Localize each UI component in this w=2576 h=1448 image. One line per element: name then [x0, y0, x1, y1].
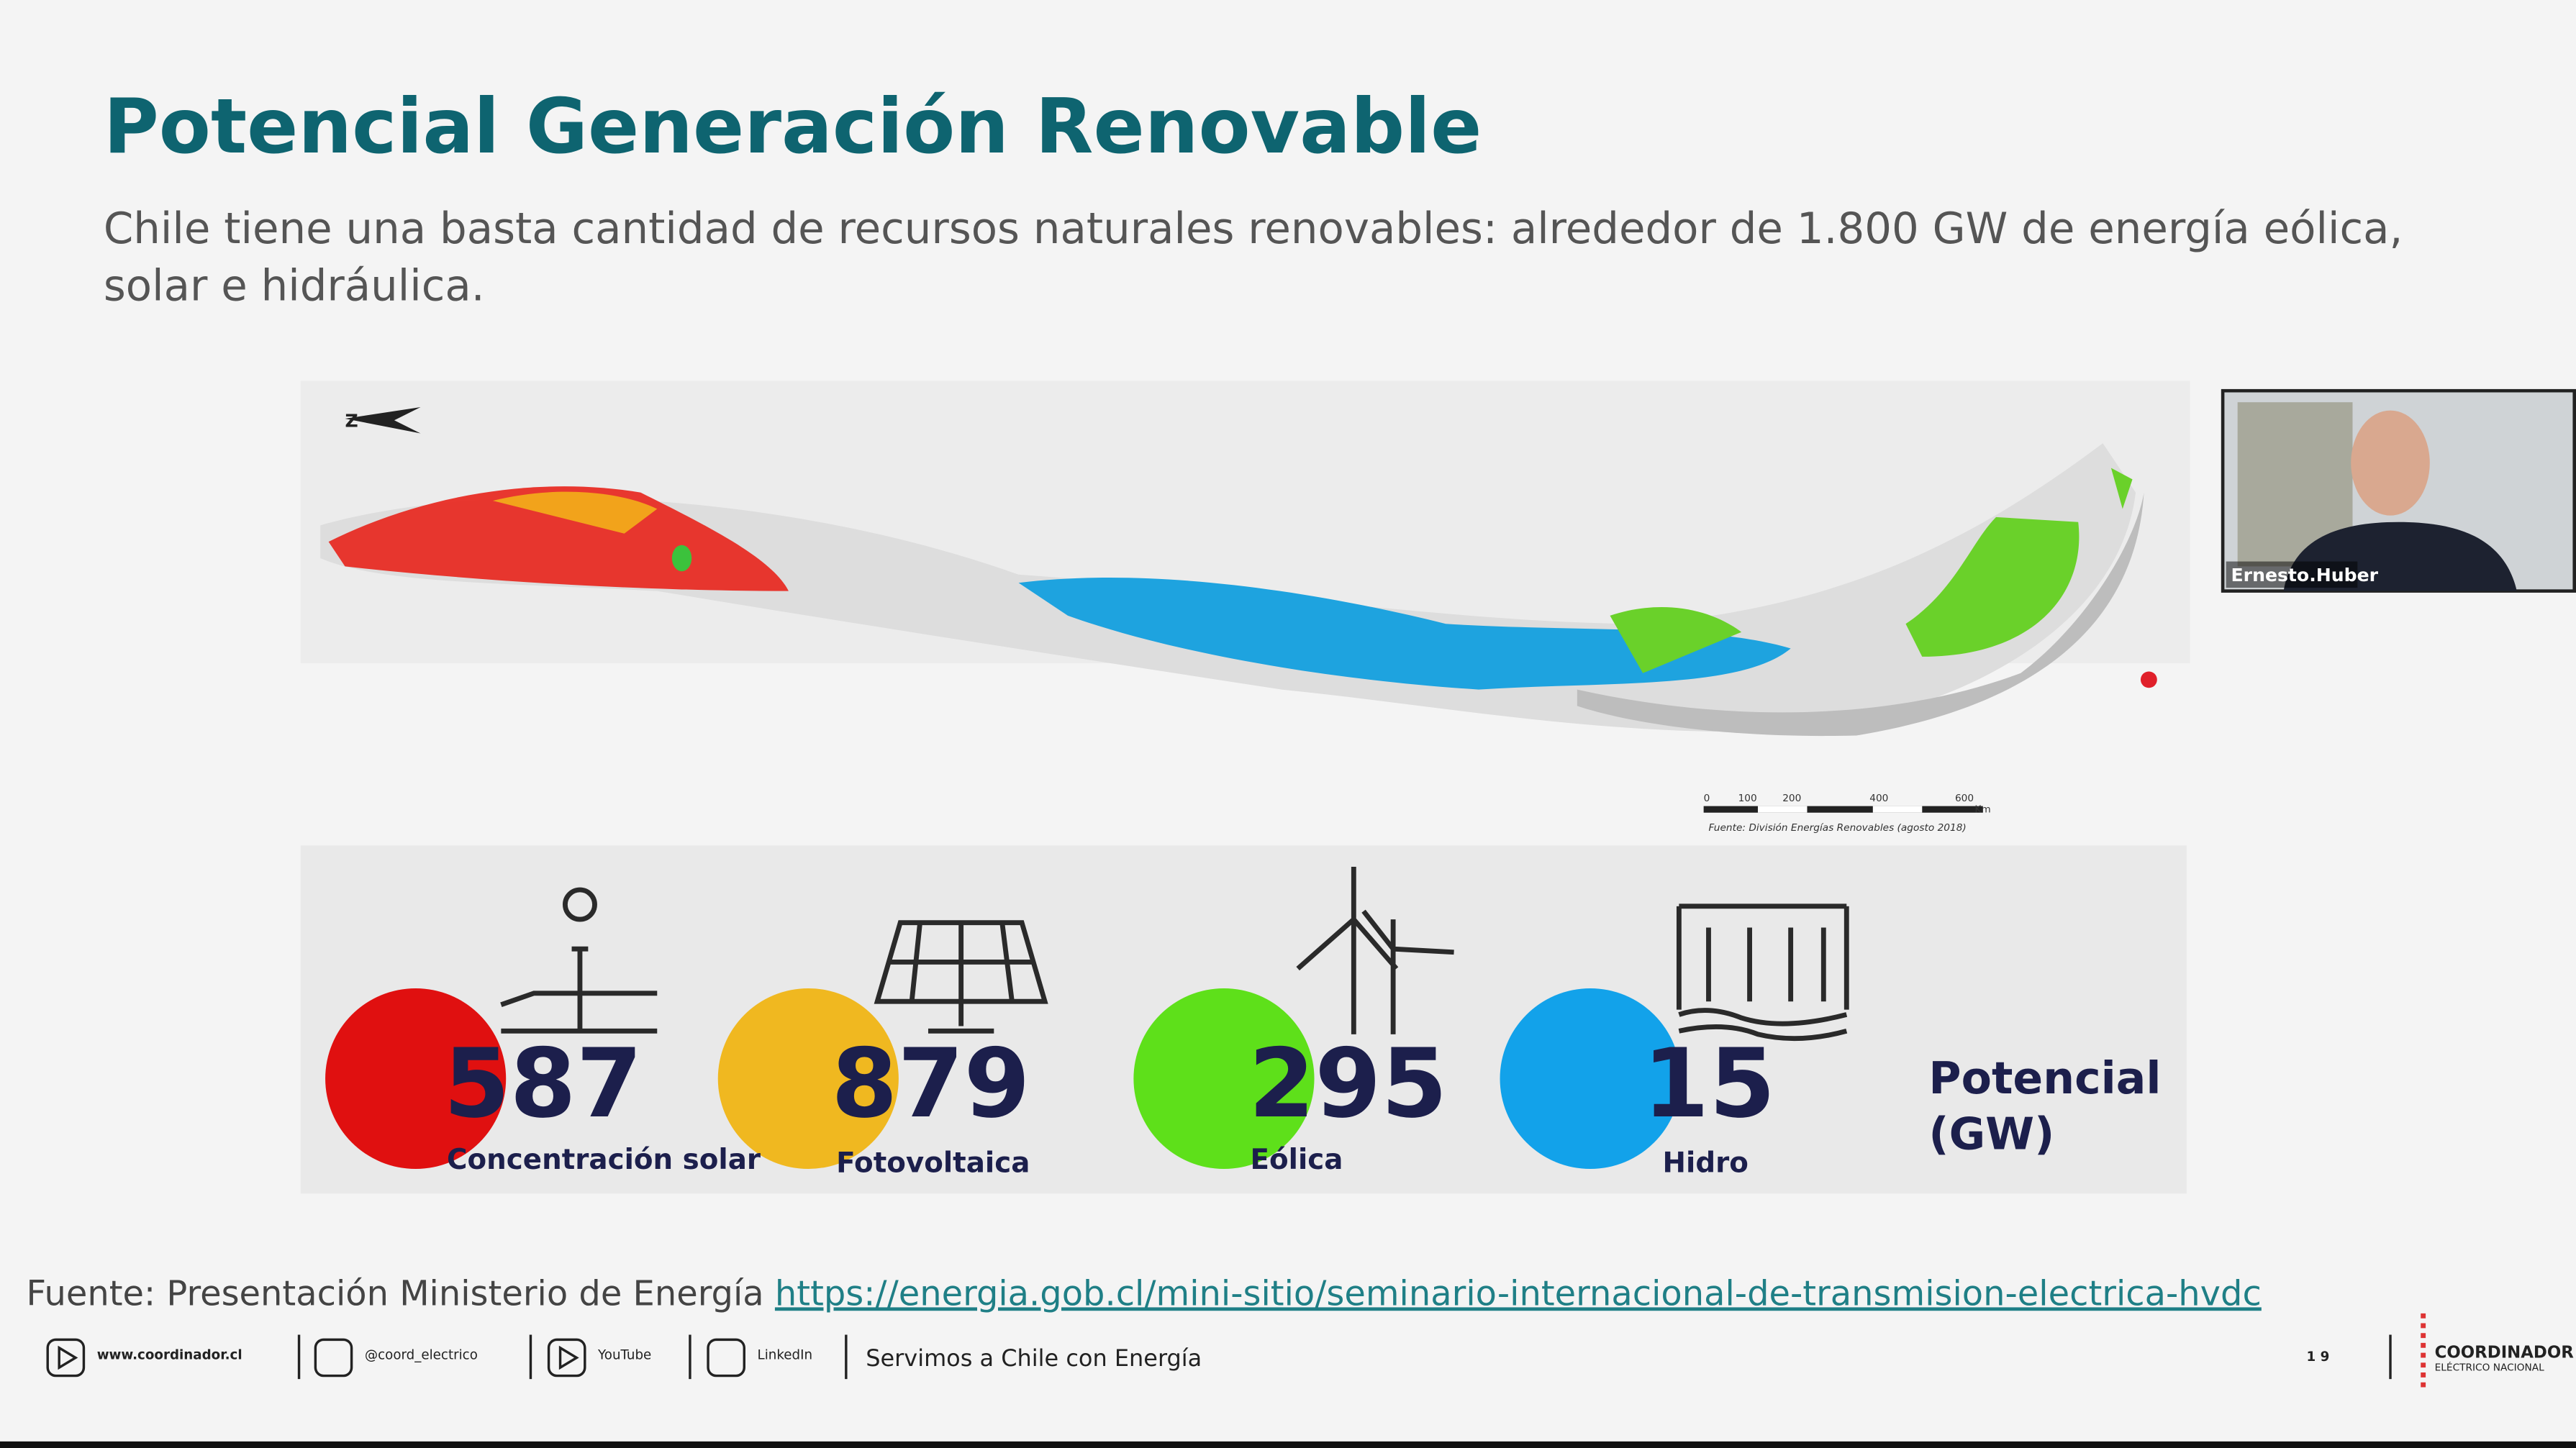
potential-title: (GW) [1928, 1108, 2054, 1160]
logo-subtext: ELÉCTRICO NACIONAL [2435, 1362, 2544, 1374]
footer-link: www.coordinador.cl [97, 1348, 242, 1363]
icons [500, 867, 1849, 1042]
potential-label: Hidro [1663, 1147, 1749, 1180]
svg-text:Z: Z [345, 410, 358, 431]
potential-value: 295 [1248, 1029, 1447, 1139]
potential-value: 587 [443, 1029, 642, 1139]
potential-label: Fotovoltaica [836, 1147, 1030, 1180]
potential-label: Concentración solar [447, 1144, 761, 1176]
subtitle: Chile tiene una basta cantidad de recurs… [104, 204, 2403, 253]
wind-circle [1133, 988, 1315, 1170]
footer [46, 1313, 2426, 1393]
source: Fuente: Presentación Ministerio de Energ… [27, 1274, 2262, 1313]
subtitle: solar e hidráulica. [104, 261, 485, 311]
scale-label: 200 [1782, 793, 1801, 804]
map: Z [300, 381, 2190, 841]
scale-label: 400 [1869, 793, 1888, 804]
participant-name: Ernesto.Huber [2231, 565, 2379, 586]
footer-link: YouTube [597, 1348, 651, 1363]
potential-value: 879 [831, 1029, 1030, 1139]
slide-title: Potencial Generación Renovable [104, 83, 1482, 170]
potential-label: Eólica [1250, 1144, 1343, 1176]
footer-link: LinkedIn [758, 1348, 812, 1363]
potential-value: 15 [1643, 1029, 1775, 1139]
hydro-circle [1500, 988, 1681, 1170]
scale-unit: Km [1974, 804, 1990, 816]
scale-label: 100 [1738, 793, 1757, 804]
solar-circle [325, 988, 507, 1170]
logo-text: COORDINADOR [2435, 1343, 2575, 1362]
tagline: Servimos a Chile con Energía [866, 1344, 1202, 1372]
pv-circle [717, 988, 899, 1170]
video-tile: Ernesto.Huber [2221, 388, 2576, 593]
footer-link: @coord_electrico [365, 1348, 478, 1363]
bottom-bar [0, 1441, 2576, 1448]
map-source: Fuente: División Energías Renovables (ag… [1708, 822, 1966, 834]
scale-label: 0 [1704, 793, 1710, 804]
scale-label: 600 [1955, 793, 1974, 804]
source-text: Fuente: Presentación Ministerio de Energ… [27, 1274, 764, 1313]
source-link[interactable]: https://energia.gob.cl/mini-sitio/semina… [775, 1274, 2262, 1313]
page-number: 1 9 [2307, 1349, 2330, 1365]
potential-title: Potencial [1928, 1052, 2161, 1104]
